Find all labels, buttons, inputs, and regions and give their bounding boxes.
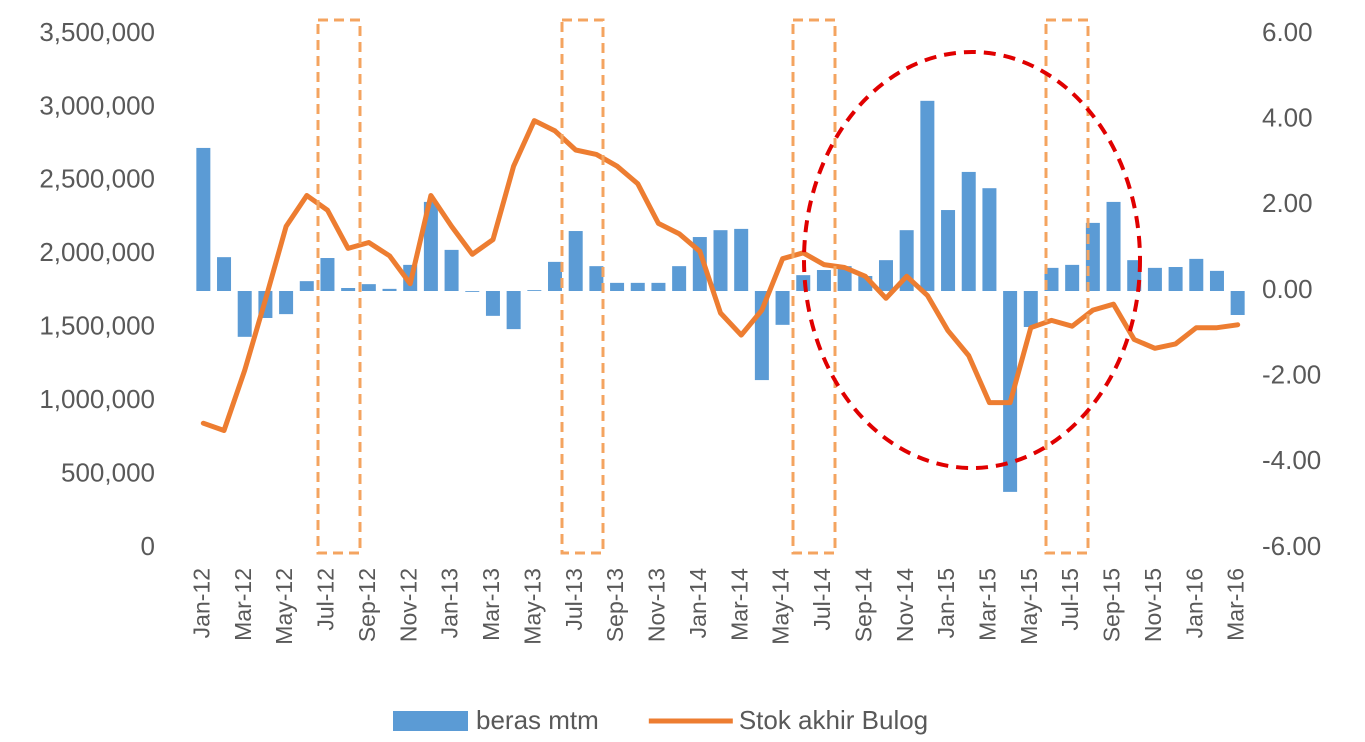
legend-label: beras mtm: [476, 705, 599, 735]
bar: [1209, 270, 1224, 291]
x-tick-label: Sep-13: [602, 568, 628, 642]
x-tick-label: Mar-14: [726, 568, 752, 641]
y-tick-label: 2,000,000: [39, 237, 155, 267]
y-tick-label: 1,000,000: [39, 384, 155, 414]
bar: [527, 290, 542, 291]
x-tick-label: Mar-13: [478, 568, 504, 641]
x-tick-label: Sep-12: [354, 568, 380, 642]
x-tick-label: Jul-15: [1057, 568, 1083, 631]
x-tick-label: Jul-13: [561, 568, 587, 631]
y2-tick-label: 2.00: [1262, 188, 1313, 218]
y2-tick-label: 0.00: [1262, 274, 1313, 304]
bar: [837, 266, 852, 291]
bar: [1189, 258, 1204, 291]
bar: [320, 258, 335, 291]
bar: [196, 147, 211, 291]
y-tick-label: 2,500,000: [39, 164, 155, 194]
x-tick-label: Nov-12: [395, 568, 421, 642]
y-tick-label: 1,500,000: [39, 311, 155, 341]
x-tick-label: Jan-16: [1181, 568, 1207, 638]
x-tick-label: Nov-13: [644, 568, 670, 642]
bar: [237, 291, 252, 337]
y-tick-label: 3,000,000: [39, 90, 155, 120]
bar: [1230, 291, 1245, 315]
y2-tick-label: 6.00: [1262, 17, 1313, 47]
legend-label: Stok akhir Bulog: [739, 705, 928, 735]
y2-tick-label: -2.00: [1262, 360, 1321, 390]
bar: [672, 266, 687, 291]
highlight-box: [560, 18, 605, 555]
bar: [1168, 267, 1183, 291]
x-tick-label: May-15: [1016, 568, 1042, 645]
highlight-ellipse: [802, 50, 1142, 470]
x-tick-label: Nov-15: [1140, 568, 1166, 642]
bar: [899, 230, 914, 291]
bar: [217, 257, 232, 291]
bar: [548, 261, 563, 291]
x-tick-label: Jan-12: [188, 568, 214, 638]
bar: [961, 171, 976, 291]
bar: [1147, 267, 1162, 291]
bar: [610, 282, 625, 291]
bar: [444, 249, 459, 291]
annotations: [316, 18, 1142, 555]
x-tick-label: Mar-12: [230, 568, 256, 641]
x-tick-label: Jan-13: [437, 568, 463, 638]
legend: beras mtm Stok akhir Bulog: [393, 705, 928, 735]
bar: [1023, 291, 1038, 327]
bar: [506, 291, 521, 330]
x-tick-label: Sep-14: [850, 568, 876, 642]
line: [200, 118, 1241, 433]
bar: [299, 281, 314, 291]
bar: [816, 270, 831, 291]
bar: [775, 291, 790, 325]
y-tick-label: 0: [141, 531, 155, 561]
x-tick-label: Jul-14: [809, 568, 835, 631]
bar: [341, 288, 356, 291]
x-tick-label: Mar-15: [974, 568, 1000, 641]
x-tick-label: May-13: [519, 568, 545, 645]
bar: [361, 284, 376, 291]
bar: [465, 291, 480, 292]
bar: [651, 282, 666, 291]
y-tick-label: 500,000: [61, 457, 155, 487]
highlight-box: [791, 18, 837, 555]
bar: [279, 291, 294, 315]
bar: [920, 100, 935, 291]
x-tick-label: Jan-15: [933, 568, 959, 638]
bar: [713, 230, 728, 291]
x-tick-label: Mar-16: [1223, 568, 1249, 641]
legend-swatch: [393, 711, 468, 731]
y2-tick-label: 4.00: [1262, 103, 1313, 133]
x-tick-label: Jan-14: [685, 568, 711, 639]
x-tick-label: Sep-15: [1099, 568, 1125, 642]
x-tick-label: May-14: [768, 568, 794, 645]
highlight-box: [316, 18, 362, 555]
y-tick-label: 3,500,000: [39, 17, 155, 47]
bar: [1044, 267, 1059, 291]
bar: [1003, 291, 1018, 492]
bar: [589, 266, 604, 291]
bar: [423, 201, 438, 291]
bar: [485, 291, 500, 316]
bar: [734, 228, 749, 291]
bar: [1106, 201, 1121, 291]
x-tick-label: Jul-12: [313, 568, 339, 631]
bar: [941, 210, 956, 291]
x-tick-label: May-12: [271, 568, 297, 645]
y2-tick-label: -6.00: [1262, 531, 1321, 561]
bar: [1065, 264, 1080, 291]
bar: [568, 231, 583, 291]
bar: [382, 288, 397, 291]
bar: [630, 282, 645, 291]
bar: [878, 260, 893, 291]
x-tick-label: Nov-14: [892, 568, 918, 642]
highlight-box: [1044, 18, 1090, 555]
y2-tick-label: -4.00: [1262, 445, 1321, 475]
bar: [982, 188, 997, 291]
